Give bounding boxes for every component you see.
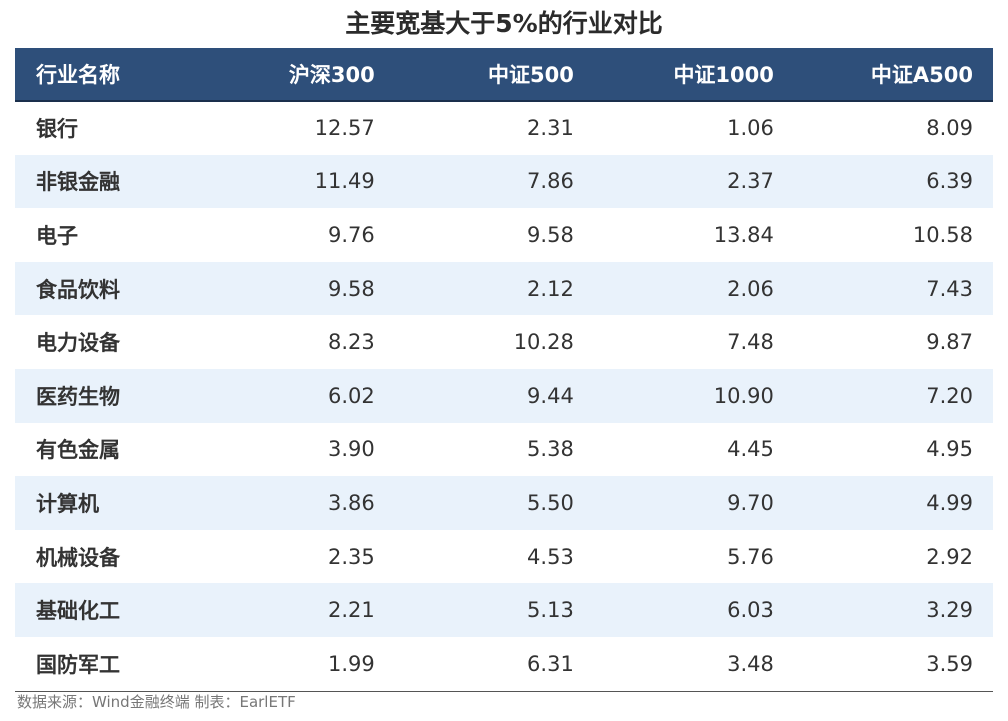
industry-cell: 基础化工 (36, 599, 120, 624)
zz500-cell: 5.38 (527, 437, 574, 462)
zza500-cell: 8.09 (926, 116, 973, 141)
table-title: 主要宽基大于5%的行业对比 (345, 9, 663, 38)
industry-cell: 有色金属 (36, 438, 120, 463)
header-zza500: 中证A500 (793, 48, 993, 102)
zza500-cell: 6.39 (926, 169, 973, 194)
table-row: 医药生物 6.02 9.44 10.90 7.20 (15, 368, 993, 423)
zz500-cell: 6.31 (527, 651, 574, 676)
zz500-cell: 5.13 (527, 598, 574, 623)
hs300-cell: 8.23 (327, 330, 375, 355)
zz1000-cell: 4.45 (727, 437, 774, 462)
zz500-cell: 7.86 (527, 169, 574, 194)
hs300-cell: 9.58 (327, 276, 375, 301)
hs300-cell: 11.49 (314, 169, 375, 194)
hs300-cell: 3.90 (327, 437, 375, 462)
zz500-cell: 5.50 (527, 490, 574, 515)
zza500-cell: 4.95 (926, 437, 973, 462)
zza500-cell: 7.43 (926, 276, 973, 301)
zz1000-cell: 9.70 (727, 490, 774, 515)
zza500-cell: 7.20 (926, 383, 973, 408)
source-note: 数据来源：Wind金融终端 制表：EarlETF (17, 693, 296, 711)
hs300-cell: 2.21 (327, 598, 375, 623)
zz1000-cell: 2.37 (727, 169, 774, 194)
header-row: 行业名称 沪深300 中证500 中证1000 中证A500 (15, 48, 993, 102)
industry-cell: 电子 (36, 223, 78, 248)
industry-cell: 银行 (36, 117, 78, 142)
zz1000-cell: 6.03 (727, 598, 774, 623)
zz1000-cell: 2.06 (727, 276, 774, 301)
zz1000-cell: 5.76 (727, 544, 774, 569)
table-row: 银行 12.57 2.31 1.06 8.09 (15, 101, 993, 155)
zza500-cell: 2.92 (926, 544, 973, 569)
industry-cell: 非银金融 (36, 170, 120, 195)
table-row: 食品饮料 9.58 2.12 2.06 7.43 (15, 261, 993, 316)
zz500-cell: 2.31 (527, 116, 574, 141)
industry-cell: 计算机 (36, 491, 99, 516)
industry-cell: 食品饮料 (36, 277, 120, 302)
zza500-cell: 3.29 (926, 598, 973, 623)
zz1000-cell: 3.48 (727, 651, 774, 676)
hs300-cell: 12.57 (314, 116, 375, 141)
zza500-cell: 10.58 (912, 222, 973, 247)
table-row: 国防军工 1.99 6.31 3.48 3.59 (15, 636, 993, 691)
zz500-cell: 2.12 (527, 276, 574, 301)
industry-cell: 机械设备 (36, 545, 120, 570)
table-row: 电力设备 8.23 10.28 7.48 9.87 (15, 315, 993, 369)
zz1000-cell: 7.48 (727, 330, 774, 355)
zz500-cell: 4.53 (527, 544, 574, 569)
hs300-cell: 2.35 (327, 544, 375, 569)
zza500-cell: 9.87 (926, 330, 973, 355)
header-zz1000: 中证1000 (593, 48, 794, 102)
industry-cell: 医药生物 (36, 384, 120, 409)
table-row: 机械设备 2.35 4.53 5.76 2.92 (15, 529, 993, 584)
table-row: 电子 9.76 9.58 13.84 10.58 (15, 208, 993, 262)
table-row: 基础化工 2.21 5.13 6.03 3.29 (15, 583, 993, 637)
zz1000-cell: 1.06 (727, 116, 774, 141)
table-row: 有色金属 3.90 5.38 4.45 4.95 (15, 422, 993, 477)
header-zz500: 中证500 (394, 48, 594, 102)
zz500-cell: 9.58 (527, 222, 574, 247)
hs300-cell: 1.99 (327, 651, 375, 676)
zza500-cell: 3.59 (926, 651, 973, 676)
table-row: 非银金融 11.49 7.86 2.37 6.39 (15, 154, 993, 209)
table-row: 计算机 3.86 5.50 9.70 4.99 (15, 476, 993, 530)
hs300-cell: 9.76 (327, 222, 375, 247)
zza500-cell: 4.99 (926, 490, 973, 515)
zz500-cell: 9.44 (527, 383, 574, 408)
industry-comparison-table: 行业名称 沪深300 中证500 中证1000 中证A500 银行 12.57 2.… (15, 48, 993, 692)
header-industry: 行业名称 (15, 48, 199, 102)
industry-cell: 国防军工 (36, 652, 120, 677)
zz1000-cell: 10.90 (713, 383, 774, 408)
header-hs300: 沪深300 (198, 48, 395, 102)
zz500-cell: 10.28 (513, 330, 574, 355)
hs300-cell: 6.02 (327, 383, 375, 408)
zz1000-cell: 13.84 (713, 222, 774, 247)
hs300-cell: 3.86 (327, 490, 375, 515)
industry-cell: 电力设备 (36, 331, 120, 356)
data-table: 行业名称 沪深300 中证500 中证1000 中证A500 银行 12.57 2.… (15, 48, 993, 691)
